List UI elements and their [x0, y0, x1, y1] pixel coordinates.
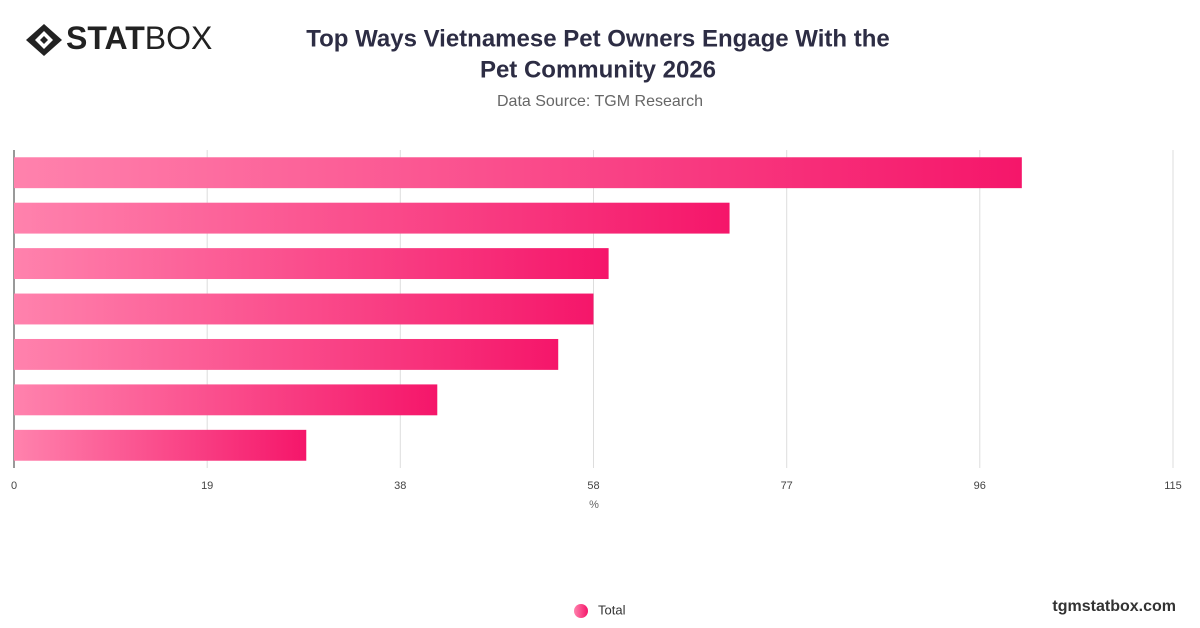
- x-tick-label: 19: [201, 480, 213, 492]
- chart-subtitle: Data Source: TGM Research: [497, 93, 703, 110]
- legend-label: Total: [598, 602, 626, 617]
- x-tick-label: 96: [974, 480, 986, 492]
- logo-icon-core: [40, 36, 48, 44]
- bar: [14, 157, 1022, 189]
- bar: [14, 429, 307, 461]
- bar: [14, 293, 594, 325]
- chart-title: Top Ways Vietnamese Pet Owners Engage Wi…: [306, 25, 889, 52]
- logo-light-text: BOX: [145, 20, 213, 56]
- footer: tgmstatbox.com: [1052, 598, 1176, 615]
- x-tick-label: 115: [1164, 480, 1182, 492]
- bar: [14, 338, 559, 370]
- x-axis-label: %: [589, 499, 599, 511]
- bar: [14, 248, 609, 280]
- x-tick-label: 77: [781, 480, 793, 492]
- bar: [14, 202, 730, 234]
- x-tick-label: 38: [394, 480, 406, 492]
- bar: [14, 384, 438, 416]
- logo-bold-text: STAT: [66, 20, 145, 56]
- legend-marker: [574, 604, 588, 618]
- x-tick-label: 0: [11, 480, 17, 492]
- logo-bold: STATBOX: [66, 20, 212, 56]
- logo: STATBOX: [26, 20, 212, 56]
- chart-title: Pet Community 2026: [480, 56, 716, 83]
- x-tick-label: 58: [587, 480, 599, 492]
